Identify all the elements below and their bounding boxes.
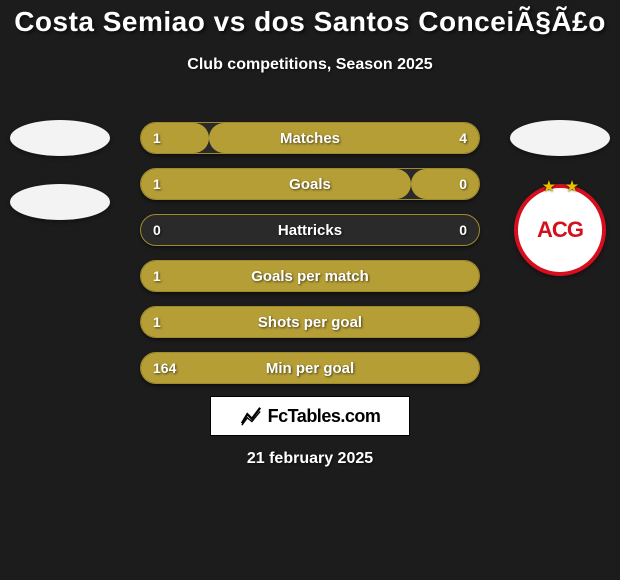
brand-badge: FcTables.com [210, 396, 410, 436]
date-label: 21 february 2025 [247, 450, 373, 468]
bar-label: Min per goal [141, 353, 479, 383]
stats-bars: Matches14Goals10Hattricks00Goals per mat… [140, 122, 480, 384]
club-badge-acg: ★ ★ ACG [514, 184, 606, 276]
bar-value-right: 4 [459, 123, 467, 153]
club-badge-placeholder [510, 120, 610, 156]
stat-row: Goals1 0 [140, 168, 480, 200]
brand-text: FcTables.com [268, 406, 381, 427]
bar-value-left: 1 [153, 169, 161, 199]
stat-row: Goals per match1 [140, 260, 480, 292]
page-title: Costa Semiao vs dos Santos ConceiÃ§Ã£o [0, 0, 620, 38]
stat-row: Hattricks0 0 [140, 214, 480, 246]
left-player-badges [0, 120, 120, 220]
bar-value-left: 0 [153, 215, 161, 245]
club-badge-placeholder [10, 184, 110, 220]
bar-label: Goals [141, 169, 479, 199]
stat-row: Shots per goal1 [140, 306, 480, 338]
bar-value-right: 0 [459, 169, 467, 199]
bar-label: Shots per goal [141, 307, 479, 337]
bar-label: Hattricks [141, 215, 479, 245]
star-icon: ★ ★ [543, 178, 578, 195]
club-badge-placeholder [10, 120, 110, 156]
right-player-badges: ★ ★ ACG [500, 120, 620, 276]
chart-icon [240, 405, 262, 427]
bar-value-left: 1 [153, 123, 161, 153]
comparison-card: Costa Semiao vs dos Santos ConceiÃ§Ã£o C… [0, 0, 620, 580]
club-badge-abbr: ACG [537, 217, 583, 243]
bar-label: Matches [141, 123, 479, 153]
bar-value-left: 1 [153, 307, 161, 337]
subtitle: Club competitions, Season 2025 [0, 56, 620, 74]
bar-label: Goals per match [141, 261, 479, 291]
bar-value-left: 164 [153, 353, 176, 383]
bar-value-right: 0 [459, 215, 467, 245]
stat-row: Min per goal164 [140, 352, 480, 384]
bar-value-left: 1 [153, 261, 161, 291]
footer: FcTables.com 21 february 2025 [0, 396, 620, 468]
stat-row: Matches1 4 [140, 122, 480, 154]
